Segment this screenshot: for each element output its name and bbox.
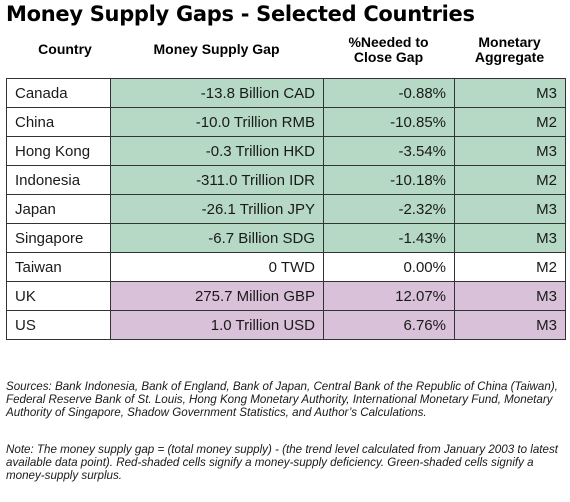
header-pct-line1: %Needed to <box>348 34 429 50</box>
pct-cell: -1.43% <box>323 223 455 253</box>
country-cell: Japan <box>6 194 111 224</box>
gap-cell: 1.0 Trillion USD <box>110 310 324 340</box>
pct-cell: -10.18% <box>323 165 455 195</box>
header-pct: %Needed to Close Gap <box>323 35 454 65</box>
table-row: Hong Kong -0.3 Trillion HKD -3.54% M3 <box>6 136 566 166</box>
aggregate-cell: M3 <box>454 310 566 340</box>
table-row: Taiwan 0 TWD 0.00% M2 <box>6 252 566 282</box>
page-title: Money Supply Gaps - Selected Countries <box>6 2 475 26</box>
gap-cell: -10.0 Trillion RMB <box>110 107 324 137</box>
header-country-label: Country <box>38 41 92 57</box>
aggregate-cell: M3 <box>454 281 566 311</box>
gap-cell: -311.0 Trillion IDR <box>110 165 324 195</box>
gap-cell: 275.7 Million GBP <box>110 281 324 311</box>
pct-cell: -0.88% <box>323 78 455 108</box>
country-cell: Singapore <box>6 223 111 253</box>
pct-cell: 6.76% <box>323 310 455 340</box>
header-agg-line2: Aggregate <box>474 49 545 65</box>
gap-cell: -13.8 Billion CAD <box>110 78 324 108</box>
header-gap-label: Money Supply Gap <box>153 41 280 57</box>
header-agg: Monetary Aggregate <box>454 35 565 65</box>
country-cell: US <box>6 310 111 340</box>
aggregate-cell: M3 <box>454 78 566 108</box>
table-row: Singapore -6.7 Billion SDG -1.43% M3 <box>6 223 566 253</box>
note-text: Note: The money supply gap = (total mone… <box>6 443 558 482</box>
gap-cell: -26.1 Trillion JPY <box>110 194 324 224</box>
pct-cell: -2.32% <box>323 194 455 224</box>
pct-cell: 0.00% <box>323 252 455 282</box>
pct-cell: 12.07% <box>323 281 455 311</box>
money-supply-table: Canada -13.8 Billion CAD -0.88% M3 China -10.… <box>6 78 566 340</box>
aggregate-cell: M2 <box>454 252 566 282</box>
country-cell: Indonesia <box>6 165 111 195</box>
header-country: Country <box>20 42 110 57</box>
header-agg-line1: Monetary <box>478 34 541 50</box>
table-row: UK 275.7 Million GBP 12.07% M3 <box>6 281 566 311</box>
aggregate-cell: M3 <box>454 223 566 253</box>
aggregate-cell: M2 <box>454 107 566 137</box>
header-pct-line2: Close Gap <box>353 49 424 65</box>
gap-cell: -6.7 Billion SDG <box>110 223 324 253</box>
table-row: China -10.0 Trillion RMB -10.85% M2 <box>6 107 566 137</box>
header-gap: Money Supply Gap <box>110 42 323 57</box>
table-row: Indonesia -311.0 Trillion IDR -10.18% M2 <box>6 165 566 195</box>
table-row: Canada -13.8 Billion CAD -0.88% M3 <box>6 78 566 108</box>
gap-cell: 0 TWD <box>110 252 324 282</box>
gap-cell: -0.3 Trillion HKD <box>110 136 324 166</box>
sources-text: Sources: Bank Indonesia, Bank of England… <box>6 380 558 419</box>
aggregate-cell: M3 <box>454 194 566 224</box>
aggregate-cell: M3 <box>454 136 566 166</box>
country-cell: Canada <box>6 78 111 108</box>
country-cell: Hong Kong <box>6 136 111 166</box>
aggregate-cell: M2 <box>454 165 566 195</box>
pct-cell: -10.85% <box>323 107 455 137</box>
pct-cell: -3.54% <box>323 136 455 166</box>
country-cell: Taiwan <box>6 252 111 282</box>
table-row: US 1.0 Trillion USD 6.76% M3 <box>6 310 566 340</box>
country-cell: UK <box>6 281 111 311</box>
country-cell: China <box>6 107 111 137</box>
table-row: Japan -26.1 Trillion JPY -2.32% M3 <box>6 194 566 224</box>
